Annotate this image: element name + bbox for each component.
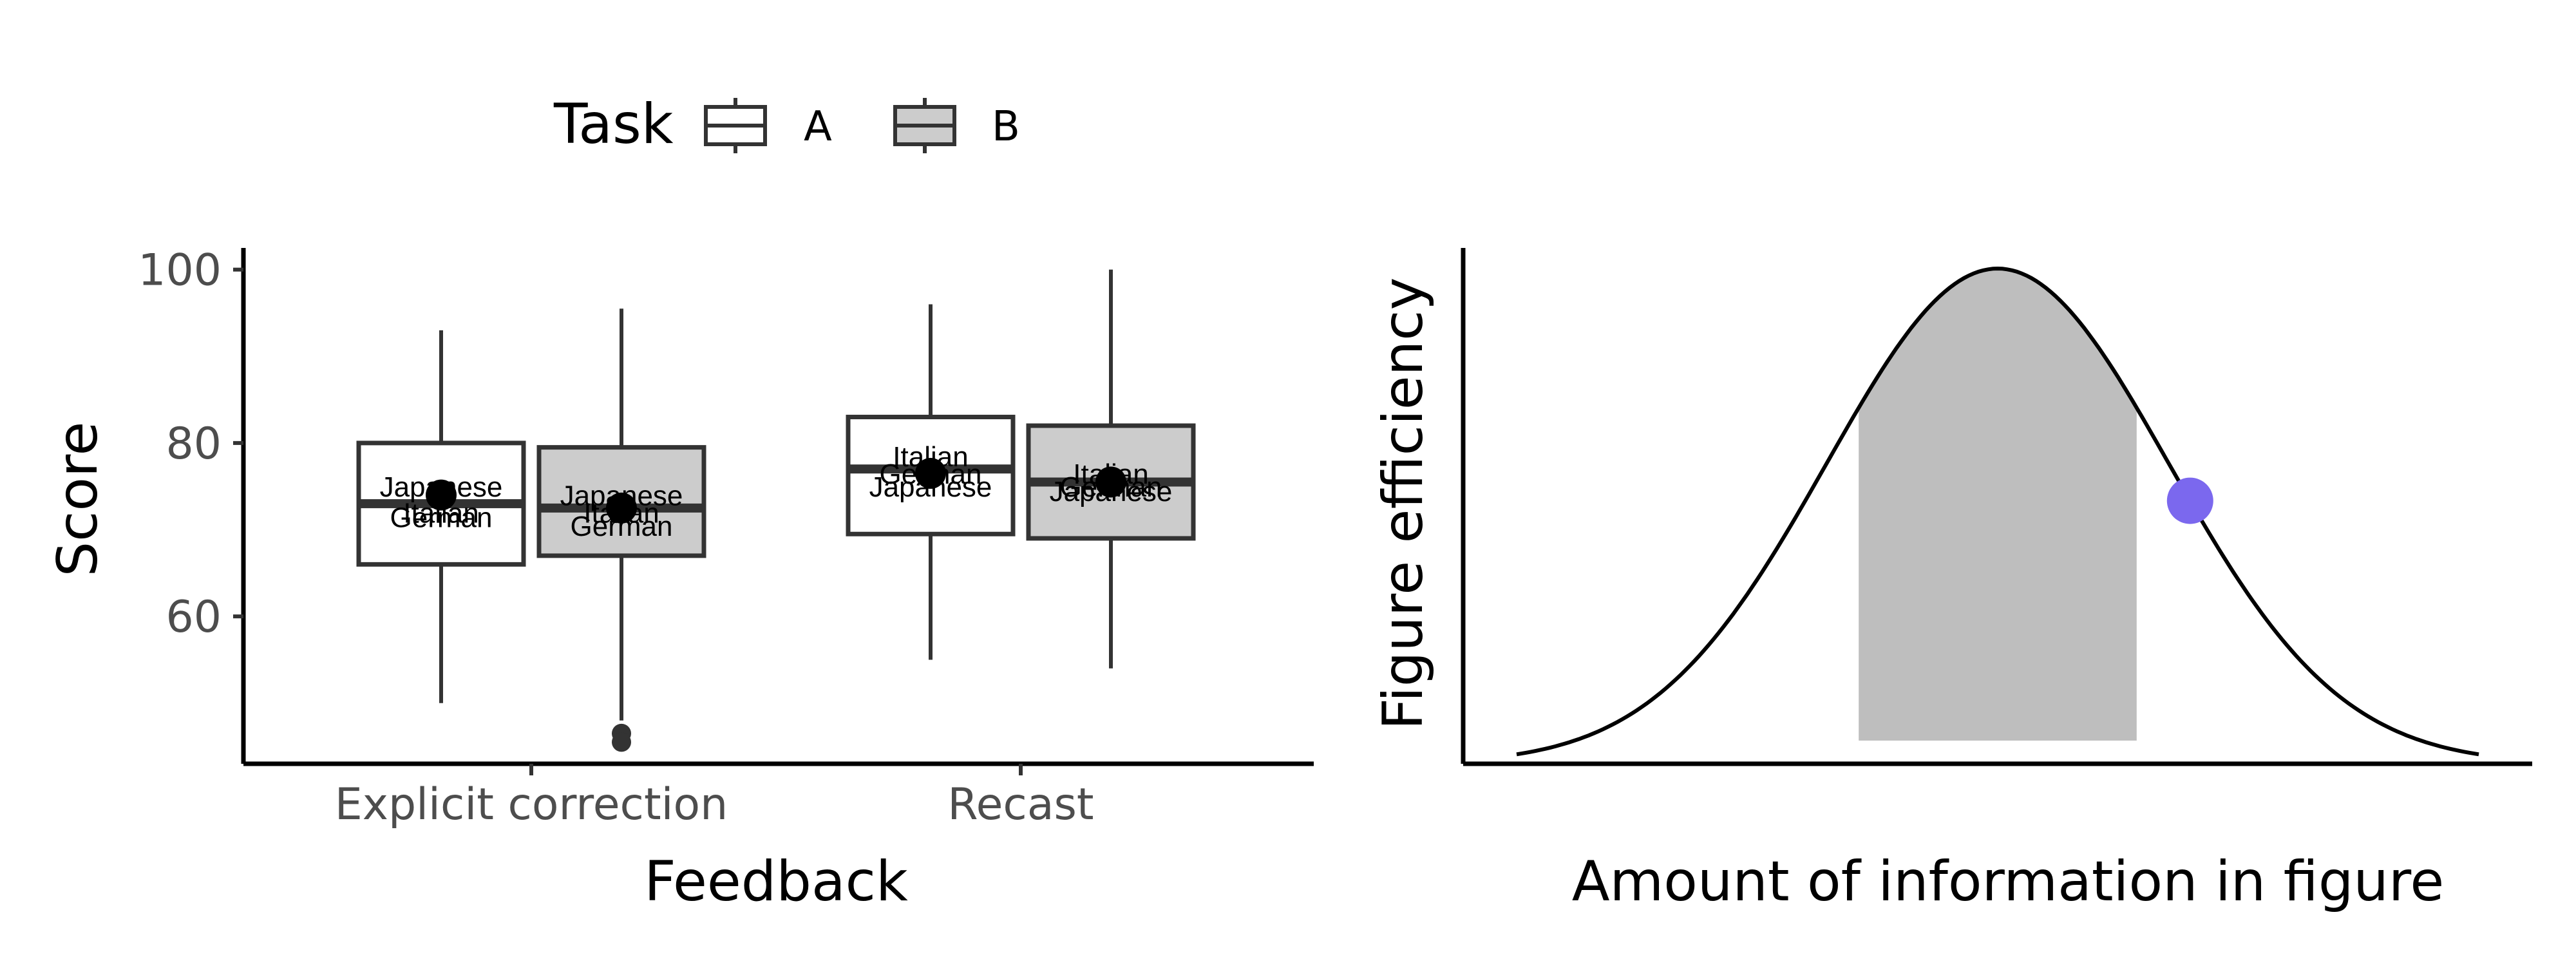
efficiency-y-axis-title: Figure efficiency	[1371, 278, 1435, 730]
legend-label-B: B	[992, 103, 1020, 151]
legend-label-A: A	[804, 103, 832, 151]
efficiency-x-axis-title: Amount of information in figure	[1572, 849, 2445, 914]
shaded-region	[1859, 269, 2137, 741]
box-mean-point-B-explicit-correction	[606, 492, 637, 524]
box-outlier-B-explicit-correction	[612, 732, 631, 752]
box-mean-point-B-recast	[1095, 466, 1126, 498]
boxplot-x-tick-label: Explicit correction	[335, 779, 728, 830]
efficiency-curve	[1516, 266, 2479, 757]
boxplot-y-tick-label: 80	[166, 419, 222, 469]
efficiency-panel: Amount of information in figure Figure e…	[1371, 248, 2532, 914]
highlight-point	[2166, 477, 2213, 524]
box-mean-point-A-explicit-correction	[426, 479, 457, 511]
boxplot-y-tick-label: 60	[166, 592, 222, 643]
boxplot-y-axis-title: Score	[46, 422, 110, 577]
boxplot-y-tick-label: 100	[138, 245, 222, 296]
box-mean-point-A-recast	[915, 458, 946, 489]
boxplot-x-tick-label: Recast	[947, 779, 1094, 830]
boxplot-x-axis-title: Feedback	[644, 849, 908, 914]
legend: Task A B	[553, 92, 1020, 156]
legend-title: Task	[553, 92, 674, 156]
